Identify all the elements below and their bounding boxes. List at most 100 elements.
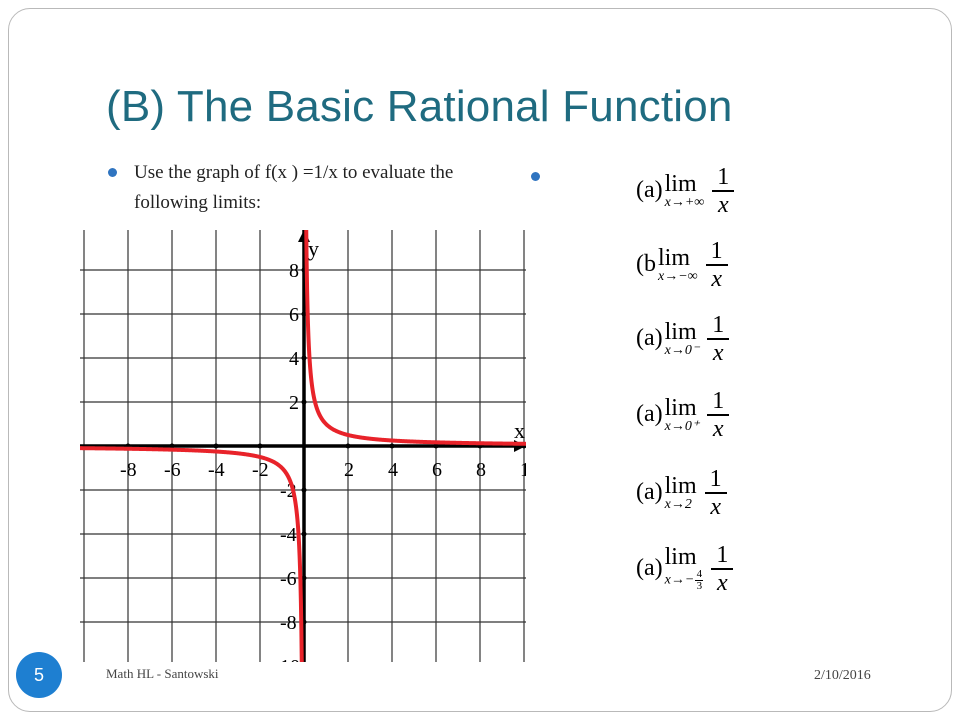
limit-expression: (a) lim x→0⁻ 1 x bbox=[636, 312, 730, 366]
fraction-denominator: x bbox=[712, 415, 724, 442]
limit-expression: (a) lim x→+∞ 1 x bbox=[636, 164, 735, 218]
y-tick-label: 10 bbox=[280, 656, 300, 662]
limit-subscript: x→0⁻ bbox=[664, 342, 700, 358]
y-tick-label: 8 bbox=[289, 260, 299, 282]
fraction-denominator: x bbox=[716, 569, 728, 596]
y-tick-label: 2 bbox=[289, 392, 299, 414]
limit-target-numerator: 4 bbox=[696, 568, 703, 581]
limit-expression: (a) lim x→− 4 3 1 x bbox=[636, 542, 734, 596]
limit-variable: x bbox=[664, 496, 671, 512]
limit-target: +∞ bbox=[684, 194, 705, 210]
fraction-bar bbox=[695, 580, 704, 582]
limit-arrow: → bbox=[670, 496, 685, 512]
limit-operator: lim x→0⁻ bbox=[665, 320, 700, 358]
page-number-badge: 5 bbox=[16, 652, 62, 698]
footer-date: 2/10/2016 bbox=[814, 668, 871, 683]
page-number: 5 bbox=[33, 664, 44, 685]
x-tick-label: -8 bbox=[120, 459, 137, 481]
limit-target: −∞ bbox=[678, 268, 698, 284]
limit-subscript: x→−∞ bbox=[658, 268, 698, 284]
bullet-dot-empty bbox=[531, 172, 540, 181]
curve-branch-positive bbox=[304, 230, 526, 446]
x-tick-label: 8 bbox=[476, 459, 486, 481]
limit-subscript: x→0⁺ bbox=[665, 418, 700, 434]
limit-operator: lim x→+∞ bbox=[665, 172, 705, 210]
limit-variable: x bbox=[658, 268, 665, 284]
y-tick-dot bbox=[301, 531, 307, 537]
limit-target: − bbox=[684, 572, 695, 588]
bullet-text: Use the graph of f(x ) =1/x to evaluate … bbox=[134, 162, 454, 213]
limit-target: 0⁻ bbox=[684, 342, 700, 358]
limit-target-denominator: 3 bbox=[696, 580, 703, 593]
x-tick-label: -2 bbox=[252, 459, 269, 481]
limit-label: (a) bbox=[636, 479, 663, 506]
fraction-numerator: 1 bbox=[717, 164, 730, 190]
limit-word: lim bbox=[664, 394, 697, 421]
y-axis-label: y bbox=[308, 236, 319, 261]
limit-operator: lim x→2 bbox=[665, 474, 697, 512]
limit-arrow: → bbox=[670, 194, 685, 210]
x-tick-dot bbox=[433, 443, 439, 449]
limit-variable: x bbox=[664, 194, 671, 210]
y-tick-label: 4 bbox=[289, 348, 299, 370]
fraction-numerator: 1 bbox=[710, 238, 723, 264]
limit-word: lim bbox=[664, 170, 697, 197]
fraction-numerator: 1 bbox=[709, 466, 722, 492]
x-tick-dot bbox=[257, 443, 263, 449]
y-tick-label: -8 bbox=[280, 612, 297, 634]
y-tick-label: -4 bbox=[280, 524, 297, 546]
y-tick-dot bbox=[301, 487, 307, 493]
limit-operator: lim x→−∞ bbox=[658, 246, 698, 284]
y-tick-dot bbox=[301, 355, 307, 361]
limit-word: lim bbox=[664, 472, 697, 499]
y-tick-label: 6 bbox=[289, 304, 299, 326]
fraction-numerator: 1 bbox=[712, 312, 725, 338]
limit-arrow: → bbox=[670, 418, 685, 434]
limit-variable: x bbox=[664, 342, 671, 358]
limit-label: (a) bbox=[636, 177, 663, 204]
limit-subscript: x→2 bbox=[664, 496, 692, 512]
limit-label: (b bbox=[636, 251, 656, 278]
x-tick-dot bbox=[345, 443, 351, 449]
fraction-denominator: x bbox=[711, 265, 722, 292]
limit-subscript: x→+∞ bbox=[664, 194, 705, 210]
y-tick-dot bbox=[301, 399, 307, 405]
limit-word: lim bbox=[664, 544, 697, 571]
limit-variable: x bbox=[664, 572, 671, 588]
limit-target: 2 bbox=[684, 496, 692, 512]
x-axis-label: x bbox=[514, 418, 525, 443]
fraction-denominator: x bbox=[717, 191, 729, 218]
limit-word: lim bbox=[658, 244, 691, 271]
limit-expression: (a) lim x→0⁺ 1 x bbox=[636, 388, 730, 442]
x-tick-label: 6 bbox=[432, 459, 442, 481]
limit-label: (a) bbox=[636, 325, 663, 352]
footer-course: Math HL - Santowski bbox=[106, 666, 219, 681]
x-tick-label: -4 bbox=[208, 459, 225, 481]
x-tick-label: -6 bbox=[164, 459, 181, 481]
limit-arrow: → bbox=[664, 268, 679, 284]
y-tick-dot bbox=[301, 575, 307, 581]
bullet-dot bbox=[108, 168, 117, 177]
limit-word: lim bbox=[664, 318, 697, 345]
slide-title: (B) The Basic Rational Function bbox=[106, 82, 733, 131]
limit-label: (a) bbox=[636, 555, 663, 582]
limit-target: 0⁺ bbox=[684, 418, 700, 434]
fraction-numerator: 1 bbox=[712, 388, 725, 414]
fraction-bar bbox=[707, 338, 730, 340]
x-tick-dot bbox=[169, 443, 175, 449]
fraction-bar bbox=[712, 190, 735, 192]
limit-operator: lim x→0⁺ bbox=[665, 396, 700, 434]
limit-expression: (a) lim x→2 1 x bbox=[636, 466, 727, 520]
fraction-numerator: 1 bbox=[716, 542, 729, 568]
x-tick-label: 1 bbox=[520, 459, 526, 481]
fraction-denominator: x bbox=[710, 493, 721, 520]
limit-arrow: → bbox=[670, 342, 685, 358]
fraction-bar bbox=[711, 568, 734, 570]
